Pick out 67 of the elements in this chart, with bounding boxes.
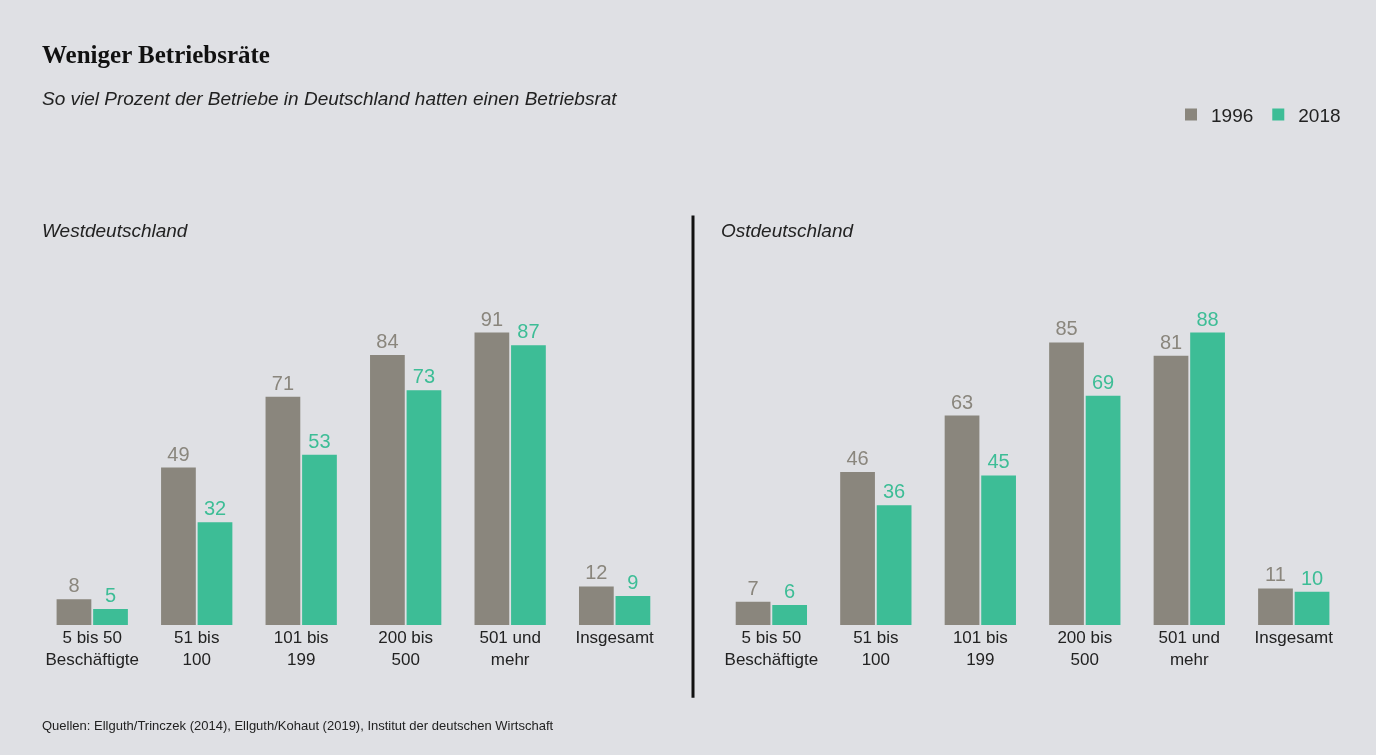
data-label: 32: [203, 497, 227, 520]
x-tick-label: 501 und mehr: [1158, 628, 1221, 670]
bar: [578, 586, 614, 625]
chart-title: Ostdeutschland: [721, 220, 855, 241]
data-label: 45: [987, 450, 1010, 473]
bar: [474, 332, 510, 625]
data-label: 9: [627, 571, 639, 594]
bar: [56, 599, 92, 625]
data-label: 81: [1159, 330, 1183, 353]
chart-title: Weniger Betriebsräte: [42, 41, 270, 68]
data-label: 69: [1091, 370, 1115, 393]
data-label: 8: [68, 574, 80, 597]
data-label: 11: [1265, 563, 1286, 586]
x-tick-label: 51 bis 100: [174, 628, 220, 670]
data-label: 88: [1196, 307, 1219, 330]
bar: [511, 345, 546, 625]
data-label: 12: [585, 561, 608, 584]
bar: [161, 467, 196, 625]
bar: [615, 596, 651, 625]
bar: [1049, 342, 1084, 625]
bar: [772, 605, 808, 625]
data-label: 87: [517, 320, 540, 343]
bar: [197, 522, 233, 625]
bar: [265, 396, 301, 625]
bar: [1085, 395, 1121, 625]
legend-label: 1996: [1211, 104, 1254, 126]
legend-label: 2018: [1298, 104, 1341, 126]
data-label: 63: [950, 390, 974, 413]
x-tick-label: 200 bis 500: [378, 628, 434, 670]
x-tick-label: Insgesamt: [1254, 628, 1334, 647]
bar: [1153, 355, 1189, 625]
data-label: 84: [376, 330, 399, 352]
bar: [302, 454, 337, 625]
data-label: 71: [271, 371, 295, 394]
bar: [1294, 591, 1330, 625]
data-label: 7: [747, 576, 759, 599]
x-tick-label: 5 bis 50 Beschäftigte: [724, 628, 819, 670]
data-label: 73: [412, 365, 436, 388]
text: Westdeutschland: [42, 220, 189, 241]
bar: [1258, 588, 1293, 625]
bar: [1190, 332, 1225, 625]
data-label: 10: [1300, 566, 1324, 589]
chart-subtitle: So viel Prozent der Betriebe in Deutschland hatten einen Betriebsrat: [42, 88, 618, 109]
data-label: 6: [784, 580, 796, 603]
data-label: 49: [167, 442, 190, 465]
x-tick-label: 5 bis 50 Beschäftigte: [45, 628, 140, 670]
data-label: 85: [1055, 317, 1078, 340]
bar: [406, 390, 442, 625]
bar: [944, 415, 980, 625]
x-tick-label: 501 und mehr: [479, 628, 541, 670]
x-tick-label: 101 bis 199: [952, 628, 1008, 670]
data-label: 91: [480, 307, 504, 330]
data-label: 46: [846, 447, 869, 470]
x-tick-label: 101 bis 199: [273, 628, 329, 670]
source-note: Quellen: Ellguth/Trinczek (2014), Ellguth/Kohaut (2019), Institut der deutschen Wirtschaft: [42, 718, 554, 733]
bar: [370, 355, 405, 625]
bar: [735, 601, 771, 625]
x-tick-label: 51 bis 100: [853, 628, 899, 670]
data-label: 53: [308, 429, 331, 452]
bar: [93, 608, 128, 625]
bar: [981, 475, 1016, 625]
x-tick-label: 200 bis 500: [1057, 628, 1113, 670]
bar: [876, 505, 912, 625]
data-label: 5: [104, 583, 117, 606]
x-tick-label: Insgesamt: [575, 628, 655, 647]
data-label: 36: [882, 480, 906, 503]
bar: [840, 472, 875, 625]
